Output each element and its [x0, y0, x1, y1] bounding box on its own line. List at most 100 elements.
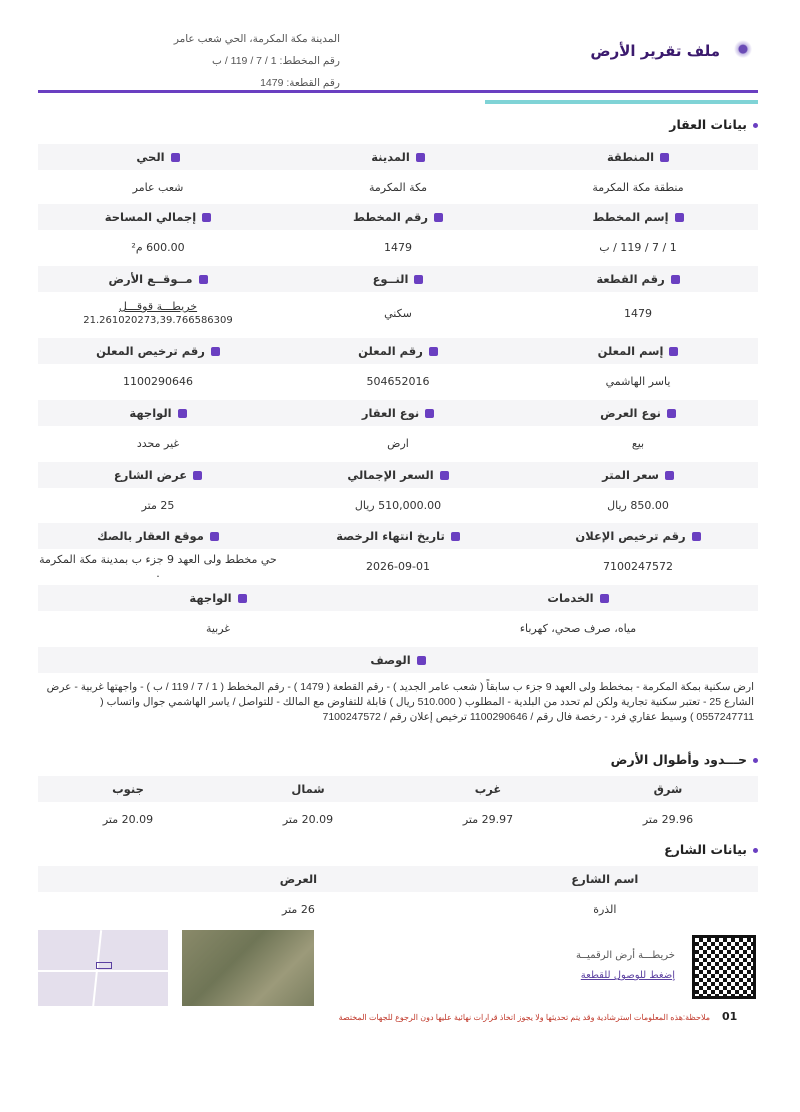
bound-value: 29.97 متر	[462, 813, 514, 826]
coordinates: 21.261020273,39.766586309	[83, 315, 233, 326]
field-label: مــوقــع الأرض	[38, 266, 278, 292]
field-icon	[660, 152, 670, 162]
section-street: بيانات الشارع	[664, 842, 758, 857]
bound-label: جنوب	[38, 776, 218, 802]
value-services: مياه، صرف صحي، كهرباء	[519, 622, 637, 635]
property-row: المنطقة المدينة الحي منطقة مكة المكرمة مكة ا…	[38, 144, 758, 206]
field-label: السعر الإجمالي	[278, 462, 518, 488]
field-value: 600.00 م²	[131, 241, 185, 254]
street-value: 26 متر	[282, 903, 315, 916]
field-icon	[666, 408, 676, 418]
field-value: شعب عامر	[132, 181, 184, 194]
bound-value: 20.09 متر	[102, 813, 154, 826]
field-value: 850.00 ريال	[607, 499, 669, 512]
street-table: اسم الشارع العرض الذرة 26 متر	[38, 866, 758, 928]
field-label: تاريخ انتهاء الرخصة	[278, 523, 518, 549]
field-label: رقم المخطط	[278, 204, 518, 230]
description-header: الوصف	[38, 647, 758, 673]
services-facade-row: الخدمات الواجهة مياه، صرف صحي، كهرباء غر…	[38, 585, 758, 647]
qr-code[interactable]	[692, 935, 756, 999]
field-label: إجمالي المساحة	[38, 204, 278, 230]
field-label: الحي	[38, 144, 278, 170]
field-icon	[177, 408, 187, 418]
field-value: حي مخطط ولى العهد 9 جزء ب بمدينة مكة الم…	[39, 553, 277, 580]
bounds-table: شرق غرب شمال جنوب 29.96 متر 29.97 متر 20.09 مت…	[38, 776, 758, 838]
field-icon	[202, 212, 212, 222]
section-property: بيانات العقار	[669, 117, 758, 132]
header-info: المدينة مكة المكرمة، الحي شعب عامر رقم ا…	[40, 28, 340, 94]
street-value-empty	[38, 892, 145, 928]
field-icon	[209, 531, 219, 541]
field-label: الواجهة	[38, 400, 278, 426]
description-text: ارض سكنية بمكة المكرمة - بمخطط ولى العهد…	[46, 681, 754, 723]
map-label: خريطـــة أرض الرقميــة	[575, 950, 675, 961]
bound-value: 29.96 متر	[642, 813, 694, 826]
field-value: 1 / 7 / 119 / ب	[599, 241, 677, 254]
field-label: المنطقة	[518, 144, 758, 170]
field-icon	[170, 152, 180, 162]
field-label: رقم ترخيص المعلن	[38, 338, 278, 364]
satellite-image[interactable]	[182, 930, 314, 1006]
field-value: 2026-09-01	[366, 560, 430, 573]
bound-label: غرب	[398, 776, 578, 802]
field-value: 510,000.00 ريال	[354, 499, 442, 512]
property-row: إسم المعلن رقم المعلن رقم ترخيص المعلن ياسر…	[38, 338, 758, 400]
field-icon	[670, 274, 680, 284]
street-label: العرض	[145, 866, 452, 892]
field-value: 25 متر	[141, 499, 175, 512]
field-value: 1100290646	[123, 375, 193, 388]
field-value: سكني	[384, 307, 412, 320]
property-row: رقم القطعة النــوع مــوقــع الأرض 1479 سكني خ…	[38, 266, 758, 336]
property-row: سعر المتر السعر الإجمالي عرض الشارع 850.00 …	[38, 462, 758, 524]
grid-icon	[599, 593, 609, 603]
field-value: خريطـــة قوقـــل 21.261020273,39.76658630…	[38, 292, 278, 336]
field-icon	[415, 152, 425, 162]
field-value: بيع	[631, 437, 645, 450]
label-facade: الواجهة	[38, 585, 398, 611]
document-icon	[416, 655, 426, 665]
field-value: 7100247572	[603, 560, 673, 573]
arrows-icon	[237, 593, 247, 603]
field-icon	[425, 408, 435, 418]
field-label: رقم ترخيص الإعلان	[518, 523, 758, 549]
header-plan: رقم المخطط: 1 / 7 / 119 / ب	[212, 55, 340, 67]
field-value: ياسر الهاشمي	[605, 375, 671, 388]
header-plot: رقم القطعة: 1479	[260, 77, 340, 89]
field-icon	[428, 346, 438, 356]
divider-purple	[38, 90, 758, 93]
field-value: 1479	[384, 241, 412, 254]
plot-map-image[interactable]	[38, 930, 168, 1006]
field-icon	[664, 470, 674, 480]
field-label: عرض الشارع	[38, 462, 278, 488]
section-bounds: حـــدود وأطوال الأرض	[611, 752, 758, 767]
divider-teal	[485, 100, 758, 104]
field-icon	[450, 531, 460, 541]
plot-link[interactable]: إضغط للوصول للقطعة	[580, 970, 675, 981]
google-map-link[interactable]: خريطـــة قوقـــل	[118, 300, 198, 313]
field-label: رقم القطعة	[518, 266, 758, 292]
field-icon	[691, 531, 701, 541]
field-icon	[674, 212, 684, 222]
street-label: اسم الشارع	[451, 866, 758, 892]
field-icon	[669, 346, 679, 356]
field-icon	[414, 274, 424, 284]
field-value: ارض	[387, 437, 409, 450]
field-label: نوع العقار	[278, 400, 518, 426]
label-services: الخدمات	[398, 585, 758, 611]
bound-label: شمال	[218, 776, 398, 802]
bound-label: شرق	[578, 776, 758, 802]
field-label: إسم المخطط	[518, 204, 758, 230]
field-icon	[193, 470, 203, 480]
field-value: 504652016	[366, 375, 430, 388]
bound-value: 20.09 متر	[282, 813, 334, 826]
field-value: 1479	[624, 307, 652, 320]
field-label: النــوع	[278, 266, 518, 292]
field-label: نوع العرض	[518, 400, 758, 426]
field-label: رقم المعلن	[278, 338, 518, 364]
value-facade: غربية	[205, 622, 231, 635]
field-icon	[198, 274, 208, 284]
street-value: الذرة	[593, 903, 617, 916]
field-label: إسم المعلن	[518, 338, 758, 364]
field-icon	[210, 346, 220, 356]
property-row: إسم المخطط رقم المخطط إجمالي المساحة 1 / 7 …	[38, 204, 758, 266]
